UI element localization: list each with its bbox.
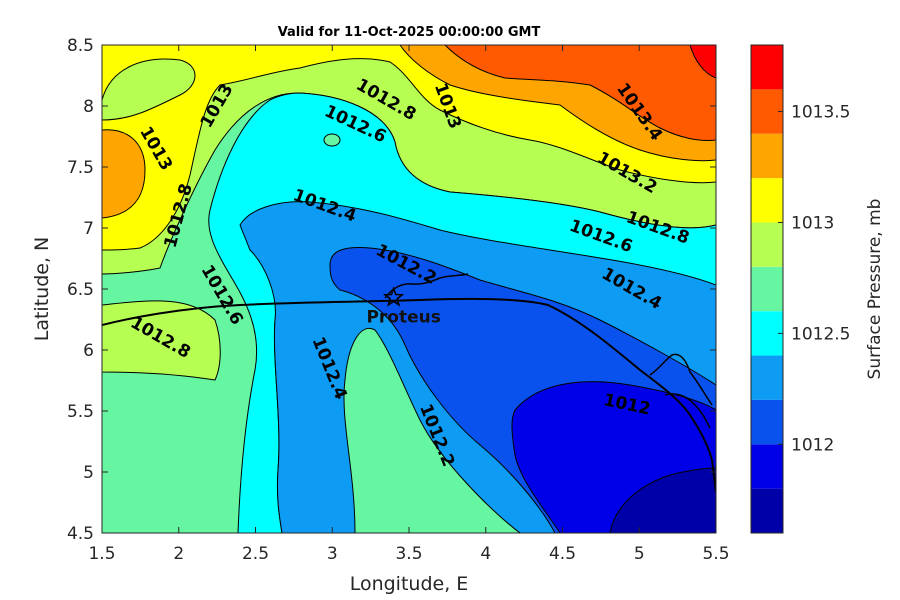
x-tick-label: 1.5 (88, 544, 115, 564)
coastline (102, 297, 716, 493)
colorbar-segment (751, 89, 783, 134)
band-1012-8-bump (102, 58, 196, 121)
star-icon (382, 286, 405, 307)
y-axis-ticks: 4.5 5 5.5 6 6.5 7 7.5 8 8.5 (67, 36, 716, 544)
x-axis-label: Longitude, E (350, 573, 469, 595)
x-tick-label: 5 (634, 544, 645, 564)
band-1011-6 (609, 467, 716, 533)
colorbar-segment (751, 178, 783, 223)
band-1013-6 (689, 45, 716, 79)
x-tick-label: 3.5 (395, 544, 422, 564)
colorbar-segment (751, 444, 783, 489)
colorbar-segment (751, 488, 783, 533)
y-tick-label: 8 (83, 97, 94, 117)
x-axis-ticks: 1.5 2 2.5 3 3.5 4 4.5 5 5.5 (88, 45, 730, 564)
y-tick-label: 8.5 (67, 36, 94, 56)
band-1012-8-left (102, 300, 221, 381)
colorbar-segment (751, 266, 783, 312)
band-1013-4 (444, 45, 716, 141)
colorbar-segment (751, 311, 783, 356)
colorbar-tick-label: 1012.5 (791, 324, 850, 344)
colorbar-segment (751, 133, 783, 179)
location-marker: Proteus (366, 286, 441, 328)
y-tick-label: 7.5 (67, 158, 94, 178)
colorbar-segment (751, 399, 783, 445)
map-title: Valid for 11-Oct-2025 00:00:00 GMT (278, 25, 541, 40)
x-tick-label: 2.5 (242, 544, 269, 564)
colorbar-segment (751, 222, 783, 267)
colorbar-ticks: 1012 1012.5 1013 1013.5 (778, 103, 850, 455)
colorbar-tick-label: 1013 (791, 213, 834, 233)
x-tick-label: 4.5 (549, 544, 576, 564)
y-tick-label: 4.5 (67, 524, 94, 544)
y-tick-label: 5.5 (67, 402, 94, 422)
colorbar-frame (750, 44, 784, 534)
colorbar-label: Surface Pressure, mb (865, 199, 885, 380)
band-1013-2-left (102, 129, 146, 219)
y-tick-label: 5 (83, 463, 94, 483)
y-tick-label: 7 (83, 219, 94, 239)
colorbar-tick-label: 1013.5 (791, 103, 850, 123)
band-1012-6-blob (323, 133, 341, 147)
y-tick-label: 6 (83, 341, 94, 361)
location-label: Proteus (366, 308, 440, 328)
y-axis-label: Latitude, N (31, 237, 53, 342)
colorbar-segment (751, 355, 783, 400)
river-outline (649, 353, 713, 429)
colorbar-segment (751, 45, 783, 90)
y-tick-label: 6.5 (67, 280, 94, 300)
x-tick-label: 3 (327, 544, 338, 564)
colorbar (751, 45, 783, 533)
lagoon-shore (384, 273, 469, 299)
x-tick-label: 4 (480, 544, 491, 564)
pressure-field (102, 45, 716, 533)
x-tick-label: 2 (173, 544, 184, 564)
colorbar-tick-label: 1012 (791, 435, 834, 455)
x-tick-label: 5.5 (702, 544, 729, 564)
